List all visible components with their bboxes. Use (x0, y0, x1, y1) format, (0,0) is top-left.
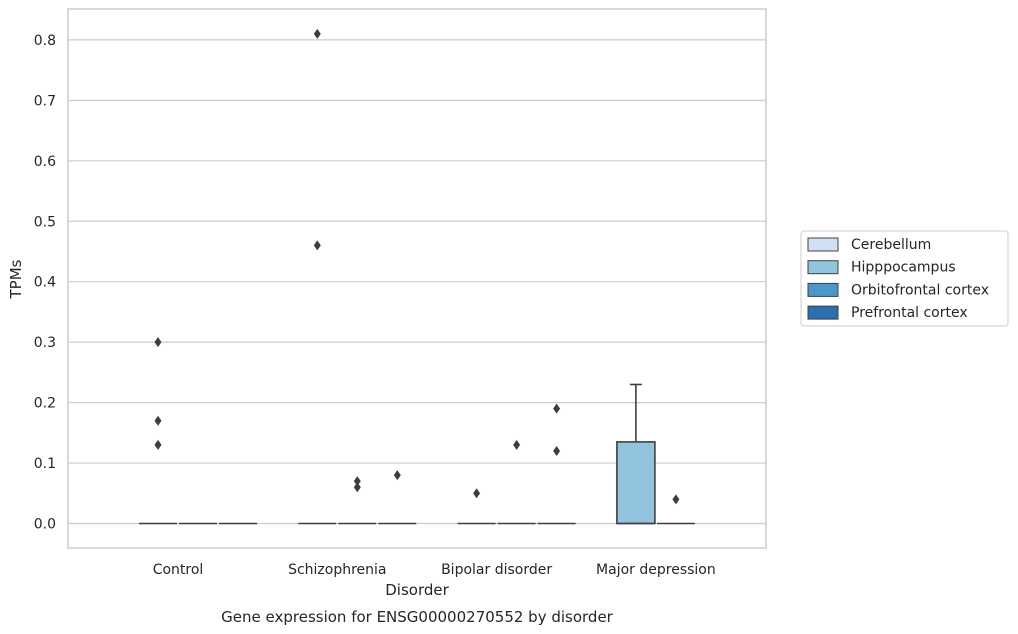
y-tick-label: 0.3 (34, 335, 56, 351)
x-tick-label: Control (153, 562, 204, 578)
box (616, 383, 656, 525)
y-tick-label: 0.0 (34, 517, 56, 533)
legend-label: Hipppocampus (851, 260, 956, 276)
y-tick-label: 0.1 (34, 456, 56, 472)
outlier-point (353, 476, 361, 487)
x-axis-ticks: Control Schizophrenia Bipolar disorder Majo… (153, 562, 716, 578)
chart-caption: Gene expression for ENSG00000270552 by d… (221, 608, 614, 626)
y-tick-label: 0.8 (34, 33, 56, 49)
grid-lines (68, 39, 766, 525)
legend-swatch (807, 260, 839, 275)
outlier-point (553, 445, 561, 456)
y-axis-ticks: 0.0 0.1 0.2 0.3 0.4 0.5 0.6 0.7 0.8 (34, 33, 56, 533)
outlier-point (553, 403, 561, 414)
outlier-point (154, 415, 162, 426)
legend-swatch (807, 237, 839, 252)
outlier-point (672, 494, 680, 505)
x-tick-label: Schizophrenia (288, 562, 386, 578)
plot-area-background (68, 9, 766, 548)
x-tick-label: Major depression (596, 562, 716, 578)
plot-frame (67, 8, 767, 549)
boxes (139, 383, 695, 525)
y-tick-label: 0.4 (34, 275, 56, 291)
outlier-point (473, 488, 481, 499)
outlier-point (353, 482, 361, 493)
x-axis-label: Disorder (385, 581, 449, 599)
y-tick-label: 0.2 (34, 396, 56, 412)
legend-swatch (807, 282, 839, 297)
outliers (154, 28, 680, 505)
outlier-point (393, 470, 401, 481)
outlier-point (513, 439, 521, 450)
box-body (616, 441, 656, 525)
legend-label: Cerebellum (851, 237, 931, 253)
legend-swatch (807, 305, 839, 320)
legend-frame (800, 230, 1009, 327)
y-tick-label: 0.7 (34, 93, 56, 109)
legend-label: Orbitofrontal cortex (851, 282, 989, 298)
outlier-point (313, 28, 321, 39)
legend: Cerebellum Hipppocampus Orbitofrontal cort… (800, 230, 1009, 327)
outlier-point (313, 240, 321, 251)
legend-items: Cerebellum Hipppocampus Orbitofrontal cort… (807, 237, 989, 321)
legend-label: Prefrontal cortex (851, 305, 968, 321)
y-axis-label: TPMs (7, 259, 25, 299)
x-tick-label: Bipolar disorder (441, 562, 552, 578)
y-tick-label: 0.6 (34, 154, 56, 170)
outlier-point (154, 439, 162, 450)
outlier-point (154, 337, 162, 348)
y-tick-label: 0.5 (34, 214, 56, 230)
